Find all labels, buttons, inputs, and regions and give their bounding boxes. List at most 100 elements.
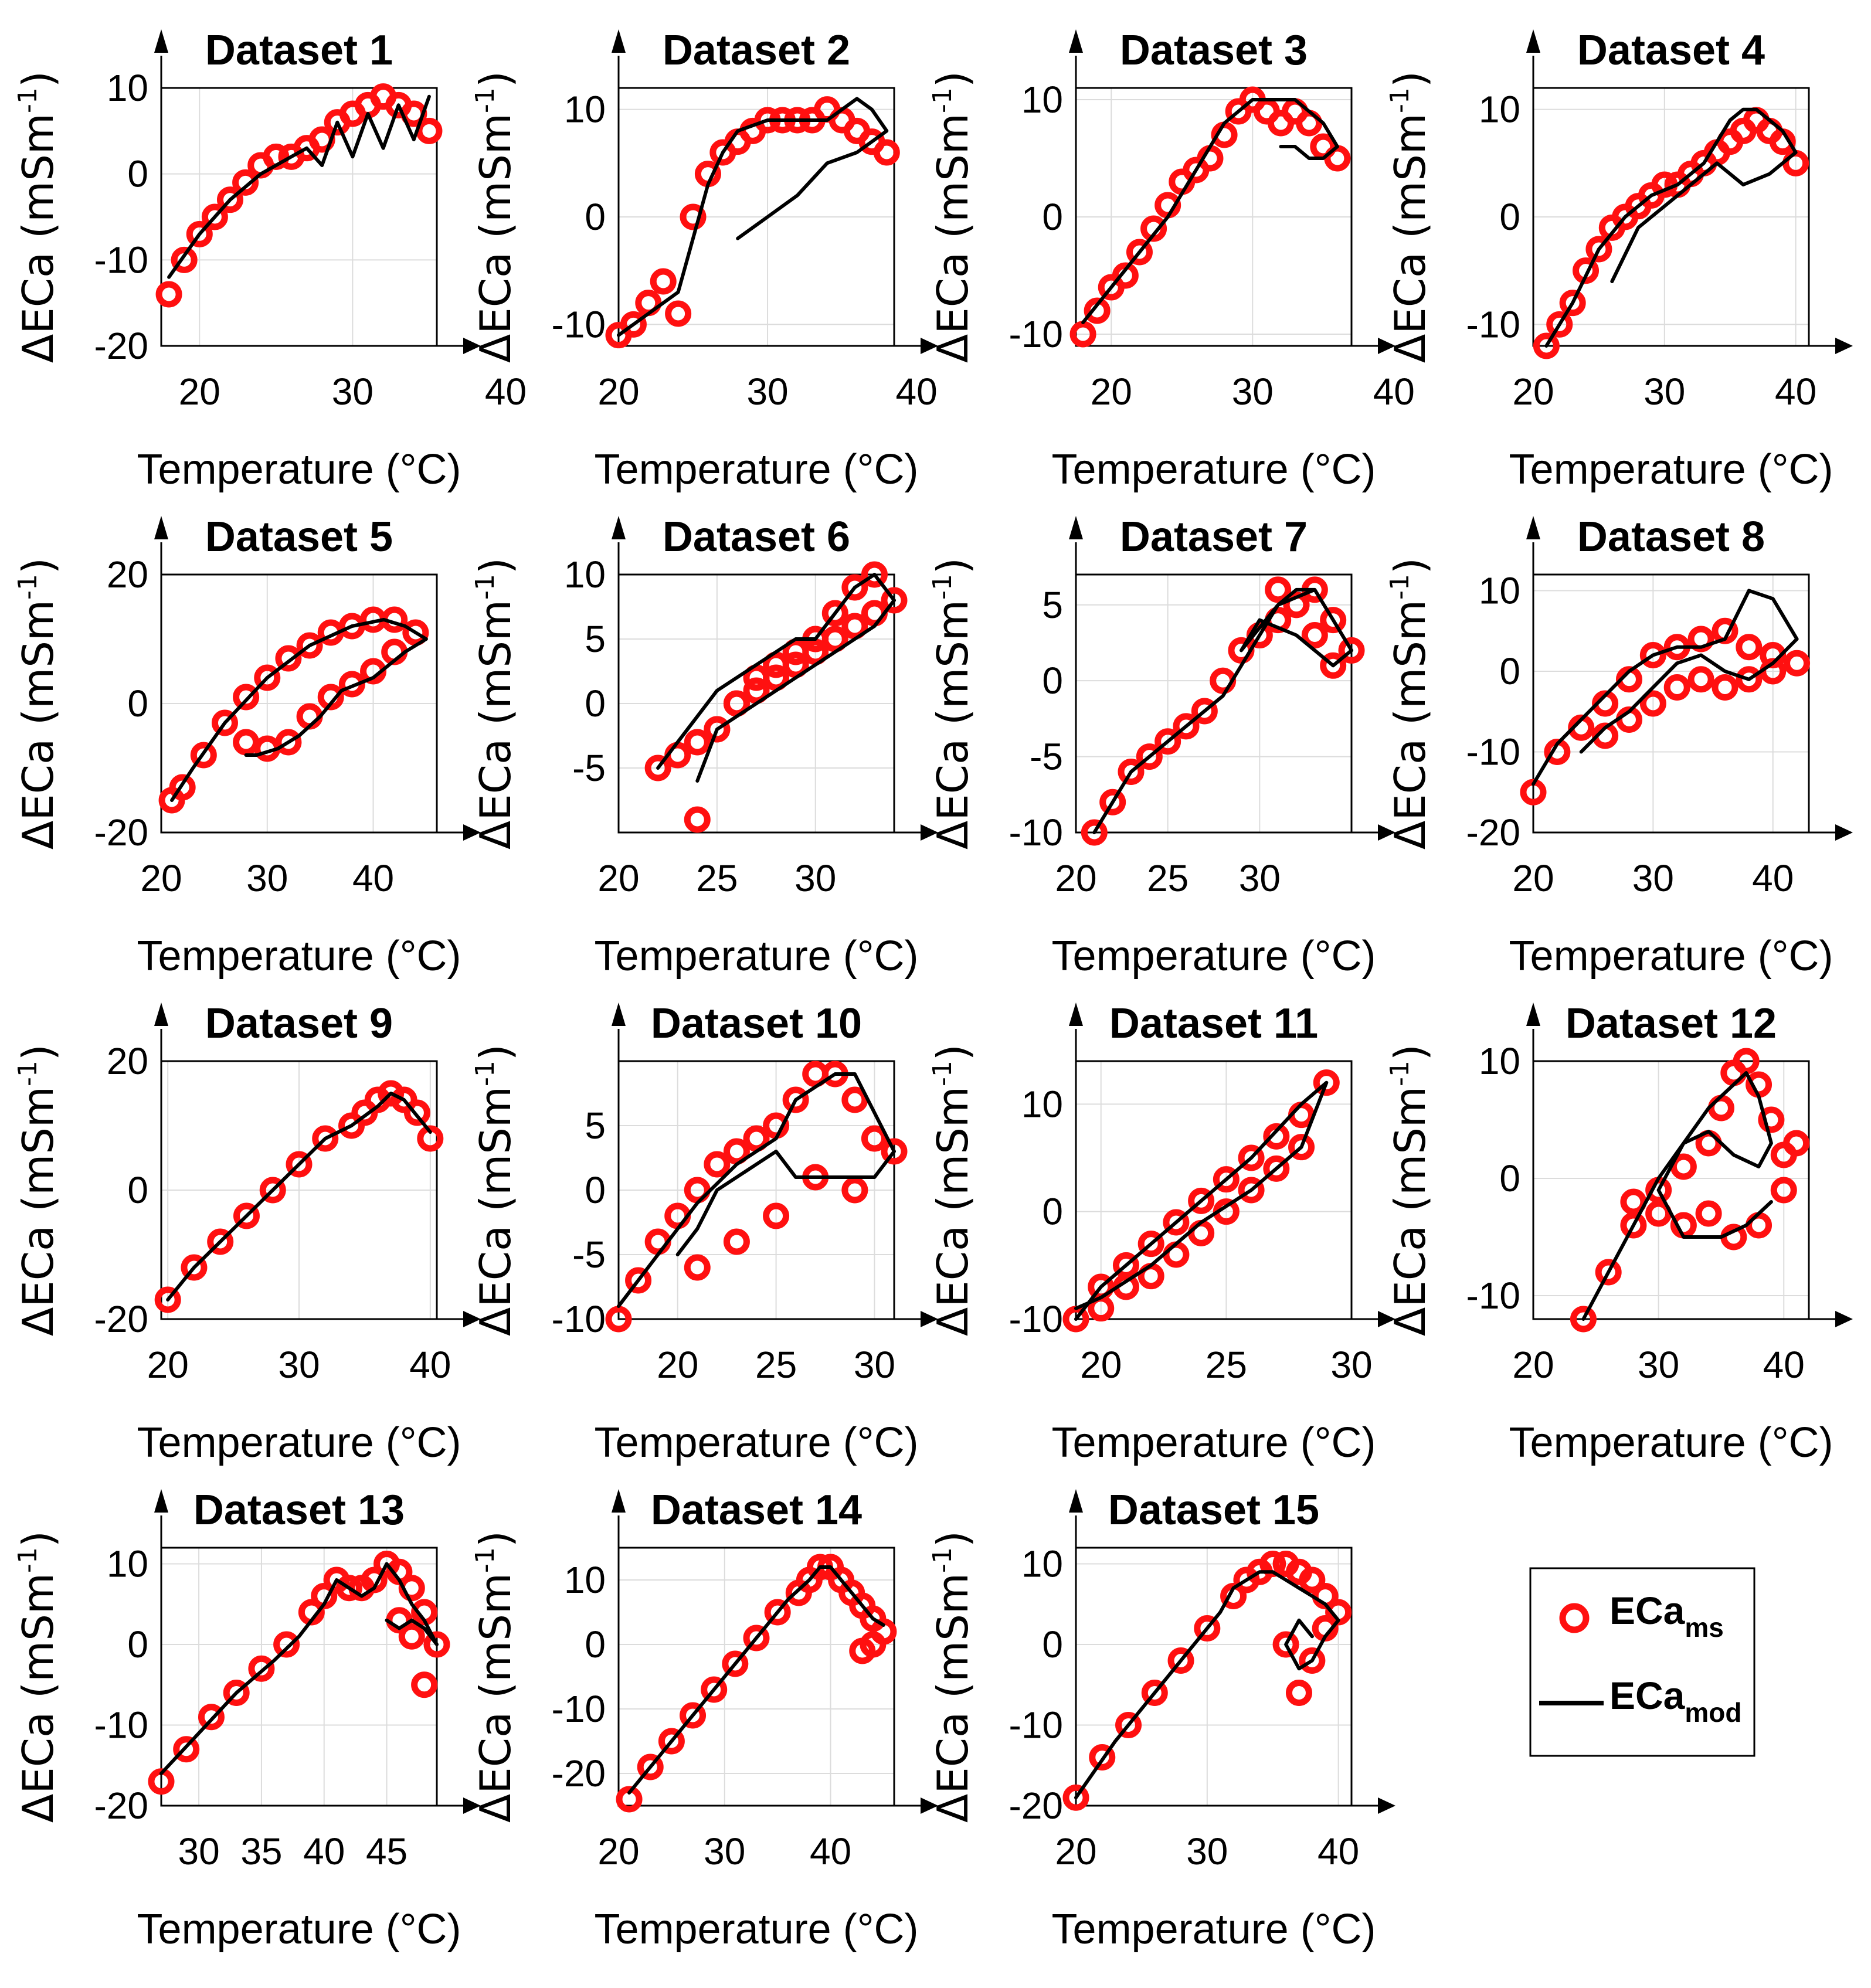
y-axis-label: ΔECa (mSm-1) <box>470 1531 520 1823</box>
panel-title: Dataset 15 <box>1108 1487 1319 1534</box>
x-axis-label: Temperature (°C) <box>595 933 919 980</box>
y-tick-label: -10 <box>1466 731 1521 773</box>
y-tick-label: -10 <box>94 1704 149 1746</box>
x-axis-label: Temperature (°C) <box>137 1906 461 1953</box>
x-tick-label: 20 <box>1055 1830 1096 1873</box>
x-axis-label: Temperature (°C) <box>1052 1419 1376 1466</box>
y-axis-label: ΔECa (mSm-1) <box>13 1531 63 1823</box>
ms-point <box>1115 1712 1142 1738</box>
y-axis-label: ΔECa (mSm-1) <box>13 71 63 363</box>
x-tick-label: 40 <box>1752 857 1794 899</box>
y-tick-label: -10 <box>1466 303 1521 345</box>
model-line <box>1074 1570 1340 1800</box>
ms-point <box>1081 819 1108 846</box>
ms-point <box>1620 1212 1647 1239</box>
ms-point <box>658 1728 685 1755</box>
panel-d4: 20 30 40 -10 0 10 Dataset 4 Temperature (°C) ΔEC… <box>1385 27 1853 493</box>
x-tick-label: 30 <box>704 1830 745 1873</box>
y-tick-label: 10 <box>107 67 148 109</box>
y-tick-label: 10 <box>564 89 606 131</box>
ms-point <box>861 561 888 588</box>
x-tick-label: 20 <box>1080 1344 1122 1386</box>
ms-point <box>1137 1231 1164 1258</box>
model-line <box>1581 1071 1773 1321</box>
ms-point <box>743 677 770 704</box>
ms-point <box>1288 1134 1315 1161</box>
ms-point <box>1265 576 1292 603</box>
y-axis-arrow <box>1526 516 1540 539</box>
ms-point <box>782 651 809 678</box>
y-tick-label: 10 <box>564 553 606 596</box>
ms-point <box>616 1786 643 1813</box>
ms-point <box>664 742 691 769</box>
ms-point <box>841 1177 868 1204</box>
panel-title: Dataset 5 <box>205 514 393 560</box>
x-tick-label: 20 <box>1091 371 1132 413</box>
ms-point <box>338 1112 365 1139</box>
ms-point <box>1687 666 1714 693</box>
y-tick-label: 10 <box>1479 570 1520 612</box>
ms-point <box>1712 617 1738 644</box>
y-tick-label: -10 <box>552 303 606 345</box>
ms-point <box>1062 1784 1089 1811</box>
y-tick-label: 5 <box>585 1105 606 1147</box>
x-axis-label: Temperature (°C) <box>595 1419 919 1466</box>
ms-point <box>763 1202 790 1229</box>
panel-title: Dataset 6 <box>663 514 850 560</box>
x-axis-arrow <box>1835 338 1853 354</box>
x-axis-label: Temperature (°C) <box>137 933 461 980</box>
panel-d15: 20 30 40 -20 -10 0 10 Dataset 15 Temperature (°C… <box>928 1487 1395 1953</box>
x-tick-label: 20 <box>597 1830 639 1873</box>
ms-point <box>190 742 217 769</box>
model-line <box>1074 1080 1329 1321</box>
x-tick-label: 35 <box>240 1830 282 1873</box>
y-tick-label: -10 <box>1009 811 1064 854</box>
ms-point <box>254 664 281 691</box>
ms-point <box>644 755 671 781</box>
x-axis-label: Temperature (°C) <box>1052 446 1376 493</box>
ms-point <box>1313 1069 1340 1096</box>
ms-point <box>680 203 707 230</box>
x-tick-label: 40 <box>896 371 938 413</box>
ms-point <box>1263 1123 1290 1150</box>
x-axis-arrow <box>463 338 481 354</box>
x-axis-label: Temperature (°C) <box>595 1906 919 1953</box>
y-tick-label: 20 <box>107 553 148 596</box>
ms-point <box>1154 728 1181 755</box>
ms-point <box>259 1177 286 1204</box>
ms-point <box>171 246 198 273</box>
y-tick-label: -10 <box>1009 1298 1064 1340</box>
x-tick-label: 30 <box>1186 1830 1228 1873</box>
x-tick-label: 30 <box>1644 371 1685 413</box>
x-tick-label: 20 <box>597 371 639 413</box>
y-axis-arrow <box>154 516 168 539</box>
model-line <box>617 1072 896 1308</box>
y-axis-arrow <box>1069 516 1083 539</box>
x-tick-label: 30 <box>278 1344 320 1386</box>
panel-title: Dataset 10 <box>651 1000 862 1047</box>
ms-point <box>723 690 750 717</box>
ms-point <box>1272 1631 1299 1658</box>
ms-point <box>723 1138 750 1165</box>
y-tick-label: 0 <box>1499 196 1520 238</box>
y-tick-label: 10 <box>1479 89 1520 131</box>
ms-point <box>1089 1744 1116 1770</box>
y-axis-arrow <box>1526 1003 1540 1026</box>
panel-d5: 20 30 40 -20 0 20 Dataset 5 Temperature (°C) ΔEC… <box>13 514 481 980</box>
x-tick-label: 25 <box>1206 1344 1247 1386</box>
x-axis-label: Temperature (°C) <box>1052 933 1376 980</box>
panels: 20 30 40 -20 -10 0 10 Dataset 1 Temperature (°C)… <box>13 27 1853 1953</box>
ms-point <box>881 1138 908 1165</box>
x-axis-arrow <box>1835 824 1853 841</box>
y-tick-label: 0 <box>127 1623 148 1666</box>
x-tick-label: 30 <box>1632 857 1674 899</box>
x-tick-label: 45 <box>366 1830 408 1873</box>
y-tick-label: 10 <box>1021 1543 1063 1585</box>
ms-point <box>351 1099 378 1126</box>
y-axis-label: ΔECa (mSm-1) <box>1385 558 1435 849</box>
y-axis-arrow <box>612 1003 626 1026</box>
y-axis-label: ΔECa (mSm-1) <box>928 1531 977 1823</box>
y-tick-label: -20 <box>552 1752 606 1795</box>
model-line <box>167 94 431 279</box>
x-tick-label: 40 <box>352 857 394 899</box>
